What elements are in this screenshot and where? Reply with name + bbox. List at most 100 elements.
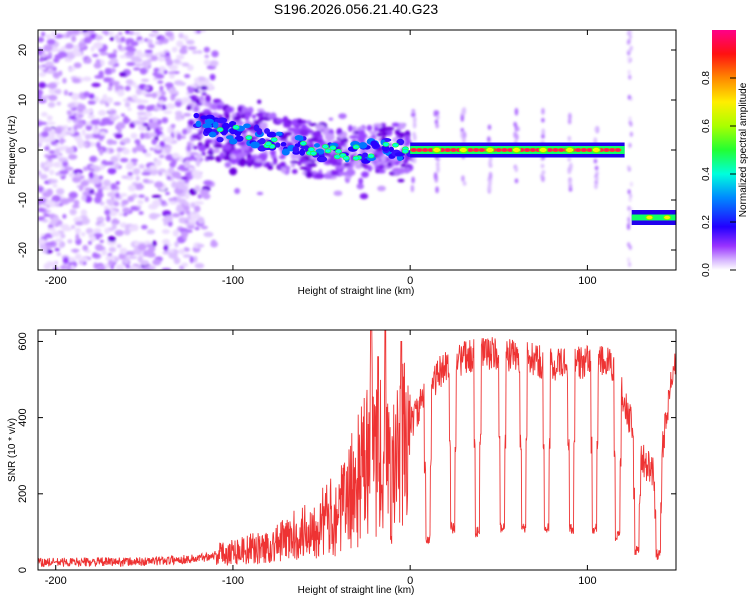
- tone-seg-core: [604, 148, 609, 152]
- noise-blob: [62, 214, 67, 219]
- tone-smear: [513, 121, 517, 127]
- tone-smear: [412, 157, 417, 164]
- noise-blob: [181, 62, 190, 67]
- ridge-blob: [280, 166, 287, 174]
- noise-blob: [84, 133, 91, 140]
- noise-blob: [85, 124, 93, 131]
- tone-smear: [567, 157, 571, 162]
- ridge-blob: [237, 107, 243, 111]
- tone-smear: [410, 112, 415, 118]
- noise-blob: [140, 259, 150, 266]
- noise-blob: [39, 173, 48, 180]
- noise-blob: [199, 189, 210, 195]
- noise-blob: [165, 136, 174, 144]
- noise-blob: [194, 247, 200, 253]
- noise-blob: [127, 255, 138, 260]
- noise-blob: [99, 99, 106, 105]
- noise-blob: [93, 41, 104, 50]
- noise-blob: [125, 30, 130, 35]
- noise-blob: [165, 191, 170, 196]
- spectrogram-xtick-label: -200: [45, 275, 67, 287]
- core-blob: [221, 122, 231, 130]
- noise-blob: [180, 167, 190, 172]
- noise-blob: [110, 67, 116, 73]
- ridge-blob: [187, 119, 195, 127]
- tone-smear: [435, 123, 439, 129]
- noise-blob: [186, 64, 194, 71]
- noise-blob: [197, 216, 205, 225]
- jump-smear: [628, 116, 632, 122]
- spectrogram-ytick-label: 10: [17, 94, 29, 106]
- spectrogram-tone: [410, 142, 676, 225]
- noise-blob: [38, 142, 43, 148]
- noise-blob: [72, 176, 82, 183]
- noise-blob: [42, 248, 48, 254]
- ridge-blob: [335, 165, 346, 170]
- noise-blob: [92, 127, 100, 135]
- noise-blob: [125, 265, 131, 269]
- noise-blob: [164, 82, 174, 88]
- noise-blob: [107, 209, 118, 217]
- noise-blob: [109, 57, 119, 64]
- noise-blob: [176, 133, 182, 141]
- tone-seg-core: [468, 148, 473, 152]
- noise-blob: [70, 224, 76, 229]
- snr-xlabel: Height of straight line (km): [298, 585, 415, 596]
- noise-blob: [144, 152, 152, 157]
- ridge-blob: [282, 116, 289, 124]
- noise-blob: [196, 50, 203, 54]
- noise-blob: [46, 121, 56, 125]
- noise-blob: [99, 51, 109, 56]
- noise-blob: [78, 41, 87, 49]
- tone-seg-core: [558, 148, 564, 152]
- ridge-blob: [259, 121, 268, 129]
- core-blob: [370, 140, 378, 147]
- noise-blob: [171, 181, 178, 189]
- noise-blob: [141, 90, 147, 96]
- noise-blob: [76, 172, 81, 178]
- core-blob: [226, 135, 234, 140]
- spectrogram-ytick-label: 0: [17, 147, 29, 153]
- spectrogram-xtick-label: -100: [222, 275, 244, 287]
- snr-xtick-label: 100: [578, 575, 596, 587]
- tone-smear: [567, 118, 572, 125]
- noise-blob: [137, 199, 144, 205]
- ridge-blob: [196, 102, 203, 106]
- noise-blob: [196, 30, 202, 34]
- noise-blob: [152, 199, 162, 207]
- snr-ytick-label: 200: [17, 485, 29, 503]
- tone-peak: [512, 146, 521, 154]
- noise-blob: [154, 127, 160, 135]
- noise-blob: [183, 247, 188, 251]
- noise-blob: [132, 67, 141, 71]
- noise-blob: [49, 169, 55, 176]
- ridge-blob: [380, 155, 387, 163]
- noise-blob: [101, 249, 108, 256]
- ridge-blob: [333, 190, 343, 196]
- noise-blob: [176, 196, 181, 203]
- core-peak: [352, 155, 360, 161]
- noise-blob: [171, 46, 178, 53]
- noise-blob: [95, 59, 101, 65]
- noise-blob: [189, 256, 194, 264]
- tone-smear: [413, 133, 417, 141]
- noise-blob: [62, 77, 67, 84]
- noise-blob: [111, 218, 119, 224]
- tone-smear: [462, 131, 467, 139]
- noise-blob: [92, 132, 101, 139]
- ridge-blob: [258, 111, 264, 119]
- noise-blob: [41, 31, 46, 37]
- noise-blob: [99, 222, 106, 227]
- colorbar: 0.0 0.2 0.4 0.6 0.8 Normalized spectral ampl…: [701, 30, 749, 277]
- noise-blob: [73, 199, 80, 207]
- core-peak: [232, 124, 240, 130]
- noise-blob: [132, 42, 137, 47]
- tone-smear: [411, 176, 415, 184]
- noise-blob: [45, 161, 54, 168]
- ridge-blob: [256, 191, 264, 196]
- noise-blob: [182, 235, 187, 241]
- ridge-blob: [301, 124, 308, 130]
- noise-blob: [47, 227, 56, 232]
- noise-blob: [157, 70, 165, 74]
